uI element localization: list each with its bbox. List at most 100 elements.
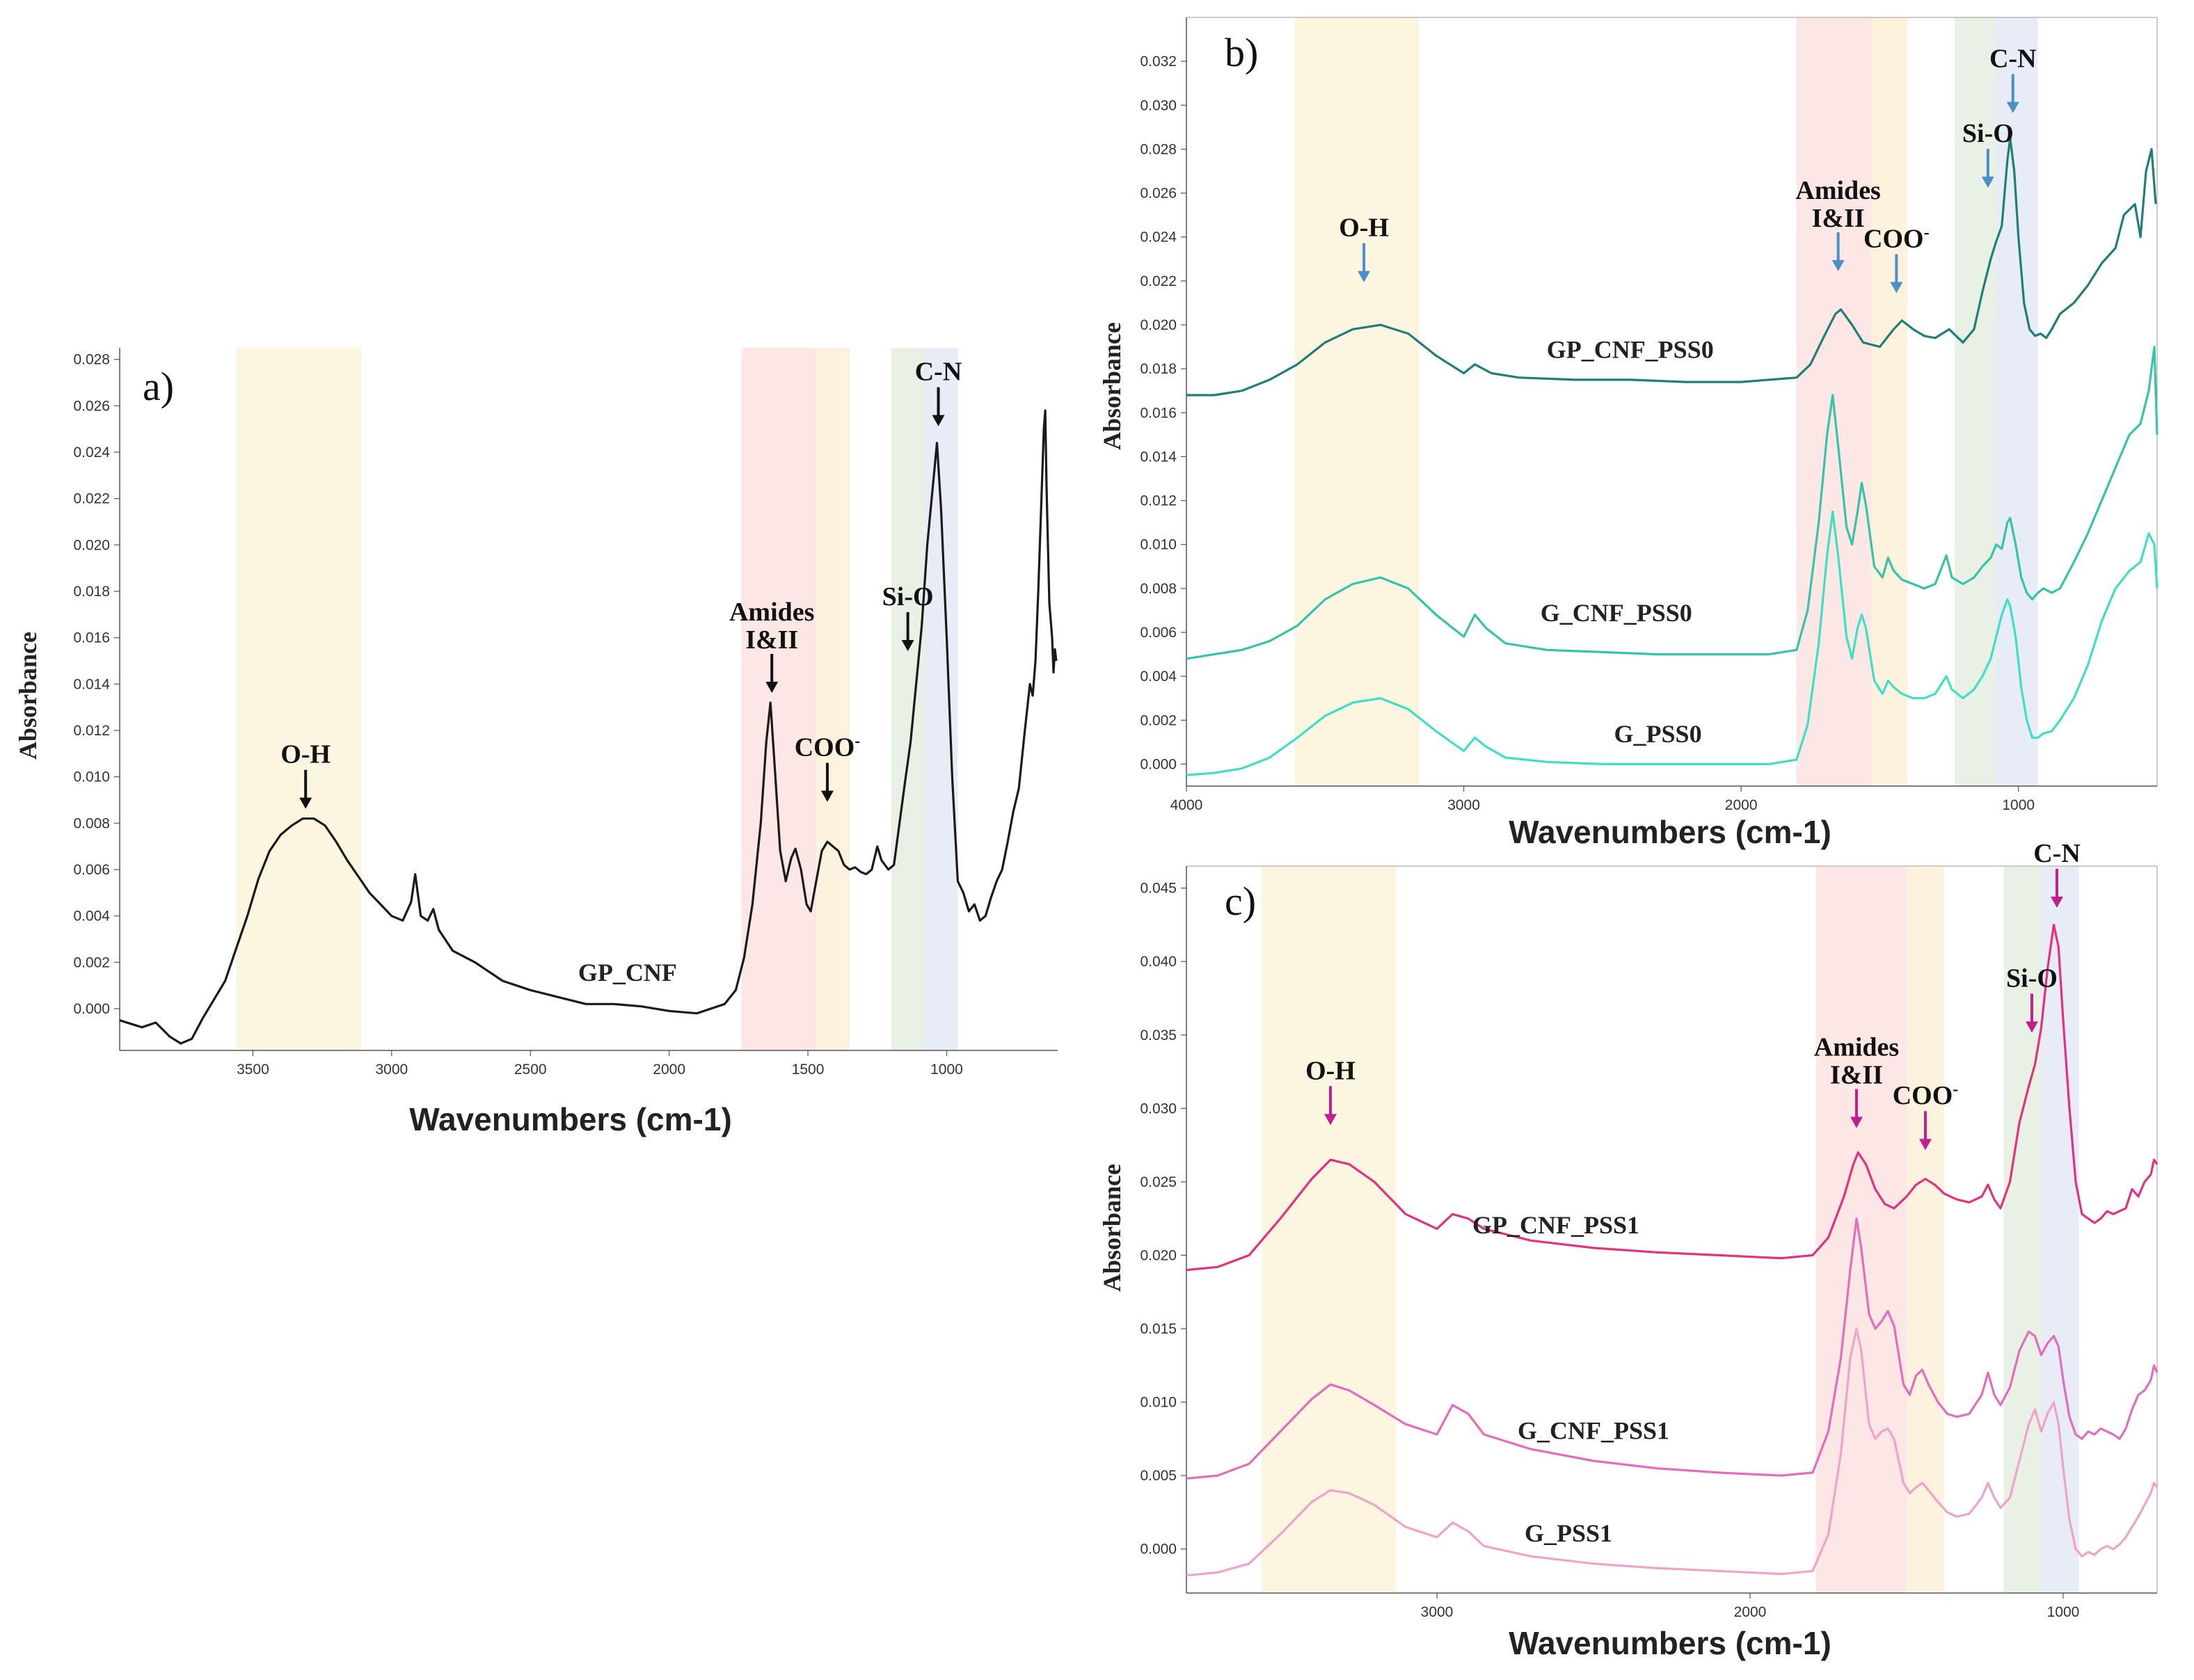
panel-a-annotation-arrow-head [299,797,312,809]
panel-a: 0.000 0.002 0.004 0.006 0.008 0.010 0.012 0.014… [14,348,1058,1137]
panel-b-xtick-label: 3000 [1447,797,1480,813]
panel-b-ytick-label: 0.024 [1140,230,1177,246]
panel-c-xtick-label: 3000 [1421,1604,1454,1620]
panel-a-xaxis-title: Wavenumbers (cm-1) [409,1101,732,1137]
panel-a-xtick-label: 3000 [375,1062,408,1078]
panel-a-series-label: GP_CNF [578,959,677,986]
panel-c-ytick-label: 0.005 [1140,1468,1177,1484]
panel-a-annotation-text: Si-O [882,582,934,611]
panel-c-xtick-label: 1000 [2047,1604,2080,1620]
panel-b-ytick-label: 0.002 [1140,712,1177,728]
panel-a-annotation-text: O-H [280,740,331,769]
panel-c-series-label: GP_CNF_PSS1 [1472,1211,1639,1239]
panel-c-series-g-cnf-pss1 [1186,1217,2159,1480]
panel-a-ytick-label: 0.006 [73,862,110,878]
panel-a-label: a) [143,364,174,409]
panel-c-yaxis-title: Absorbance [1098,1164,1126,1292]
panel-a-ytick-label: 0.022 [73,491,110,507]
panel-b-band-4 [1955,17,1996,786]
panel-a-annotation-text: I&II [745,625,798,655]
panel-a-annotation-text: COO- [795,733,861,762]
panel-a-annotation-text: C-N [915,358,962,387]
panel-c-annotation-text: C-N [2033,839,2081,868]
panel-c-ytick-label: 0.040 [1140,954,1177,970]
panel-a-ytick-label: 0.018 [73,584,110,600]
panel-b-xaxis-title: Wavenumbers (cm-1) [1509,814,1831,850]
panel-b-ytick-label: 0.016 [1140,405,1177,421]
panel-a-ytick-label: 0.000 [73,1001,110,1017]
panel-c-ytick-label: 0.030 [1140,1101,1177,1117]
panel-c-series-label: G_PSS1 [1525,1519,1612,1547]
panel-c-annotation-text: O-H [1305,1056,1356,1085]
panel-b-ytick-label: 0.000 [1140,756,1177,772]
panel-b-ytick-label: 0.030 [1140,97,1177,113]
panel-c-annotation-text: Si-O [2006,963,2058,993]
panel-c-ytick-label: 0.025 [1140,1174,1177,1190]
panel-b-ytick-label: 0.014 [1140,449,1177,465]
panel-c-ytick-label: 0.020 [1140,1247,1177,1263]
panel-b: 0.000 0.002 0.004 0.006 0.008 0.010 0.012 0.014… [1098,17,2159,850]
panel-c-annotation-superscript: - [1953,1080,1958,1098]
panel-b-ytick-label: 0.010 [1140,537,1177,553]
panel-a-yaxis-title: Absorbance [14,632,42,760]
panel-a-ytick-label: 0.012 [73,723,110,739]
panel-c-annotation-arrow-head [1919,1139,1932,1151]
panel-a-series-gp-cnf [119,409,1058,1045]
panel-a-ytick-label: 0.008 [73,815,110,831]
panel-b-xtick-label: 1000 [2002,797,2035,813]
panel-c-band-1 [1262,866,1397,1593]
panel-b-annotation-superscript: - [1924,223,1930,241]
panel-a-xtick-label: 1000 [930,1062,963,1078]
panel-a-ytick-label: 0.014 [73,676,110,692]
panel-b-xtick-label: 4000 [1170,797,1203,813]
panel-c-annotation-arrow-head [1850,1117,1863,1128]
panel-b-annotation-text: COO- [1863,223,1930,253]
panel-b-annotation-text: C-N [1989,45,2037,74]
panel-c-series-gp-cnf-pss1 [1186,923,2159,1272]
panel-b-ytick-label: 0.020 [1140,317,1177,333]
panel-b-series-label: GP_CNF_PSS0 [1547,335,1714,363]
panel-a-annotation-arrow-head [820,790,834,802]
panel-c-ytick-label: 0.035 [1140,1027,1177,1043]
panel-a-band-1 [236,348,361,1050]
panel-a-xtick-label: 2000 [653,1062,685,1078]
panel-b-yaxis-title: Absorbance [1098,322,1126,450]
panel-a-band-5 [924,348,958,1050]
panel-b-ytick-label: 0.004 [1140,669,1177,685]
panel-b-band-3 [1871,17,1908,786]
panel-b-annotation-arrow-head [1890,282,1903,294]
panel-a-xtick-label: 3500 [237,1062,269,1078]
panel-c: 0.000 0.005 0.010 0.015 0.020 0.025 0.030 0.035… [1098,839,2159,1661]
panel-c-annotation-text: I&II [1830,1061,1883,1090]
panel-b-series-g-pss0 [1186,510,2159,776]
panel-b-xtick-label: 2000 [1725,797,1758,813]
panel-c-annotation-arrow-head [2026,1021,2038,1033]
panel-a-ytick-label: 0.016 [73,630,110,646]
panel-b-ytick-label: 0.006 [1140,625,1177,641]
panel-a-band-3 [816,348,850,1050]
panel-a-annotation-arrow-head [932,415,945,426]
panel-a-ytick-label: 0.028 [73,352,110,368]
panel-c-band-2 [1815,866,1907,1593]
panel-b-annotation-arrow-head [1358,271,1371,282]
panel-a-ytick-label: 0.026 [73,398,110,414]
panel-b-ytick-label: 0.008 [1140,581,1177,597]
panel-c-ytick-label: 0.015 [1140,1321,1177,1337]
panel-c-annotation-arrow-head [1324,1114,1337,1126]
panel-b-series-gp-cnf-pss0 [1186,137,2157,397]
panel-c-annotation-text: Amides [1814,1033,1899,1062]
panel-b-ytick-label: 0.028 [1140,141,1177,157]
panel-a-annotation-superscript: - [854,733,860,751]
panel-c-label: c) [1225,879,1256,924]
panel-a-ytick-label: 0.002 [73,954,110,970]
panel-a-ytick-label: 0.024 [73,445,110,461]
panel-b-annotation-text: O-H [1339,214,1389,243]
panel-c-annotation-arrow-head [2051,896,2063,908]
panel-a-xtick-label: 2500 [514,1062,547,1078]
panel-c-xaxis-title: Wavenumbers (cm-1) [1509,1625,1831,1661]
panel-b-ytick-label: 0.012 [1140,493,1177,509]
panel-b-ytick-label: 0.018 [1140,361,1177,377]
panel-b-ytick-label: 0.022 [1140,273,1177,289]
panel-b-ytick-label: 0.032 [1140,54,1177,70]
